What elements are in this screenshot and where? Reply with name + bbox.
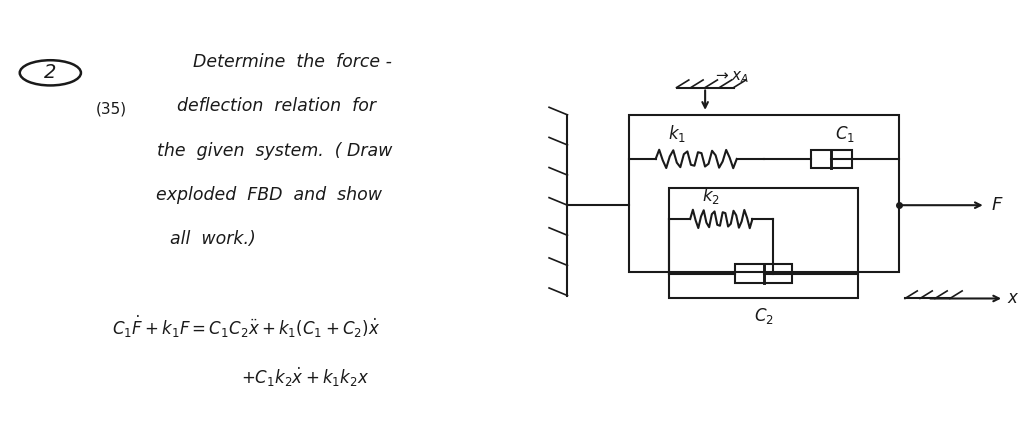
- Bar: [811, 149, 852, 168]
- Text: deflection  relation  for: deflection relation for: [177, 97, 376, 115]
- Text: $F$: $F$: [990, 196, 1004, 214]
- Text: $C_1$: $C_1$: [835, 124, 855, 144]
- Text: $\rightarrow x_A$: $\rightarrow x_A$: [714, 70, 750, 85]
- Text: (35): (35): [96, 101, 127, 116]
- Text: 2: 2: [44, 63, 56, 82]
- Bar: [629, 115, 899, 272]
- Text: $k_2$: $k_2$: [702, 185, 720, 206]
- Text: exploded  FBD  and  show: exploded FBD and show: [156, 186, 382, 204]
- Bar: [735, 264, 793, 283]
- Text: all  work.): all work.): [170, 230, 255, 248]
- Text: $x$: $x$: [1007, 290, 1020, 307]
- Text: $C_2$: $C_2$: [754, 306, 774, 326]
- Text: $C_1\dot{F} + k_1 F = C_1 C_2 \ddot{x}  +  k_1(C_1+C_2)\dot{x}$: $C_1\dot{F} + k_1 F = C_1 C_2 \ddot{x} +…: [112, 314, 380, 340]
- Text: Determine  the  force -: Determine the force -: [193, 53, 391, 71]
- Text: $+ C_1 k_2 \dot{x}  +  k_1 k_2 x$: $+ C_1 k_2 \dot{x} + k_1 k_2 x$: [242, 366, 370, 389]
- Text: the  given  system.  ( Draw: the given system. ( Draw: [157, 142, 392, 159]
- Bar: [670, 188, 858, 298]
- Text: $k_1$: $k_1$: [669, 123, 686, 144]
